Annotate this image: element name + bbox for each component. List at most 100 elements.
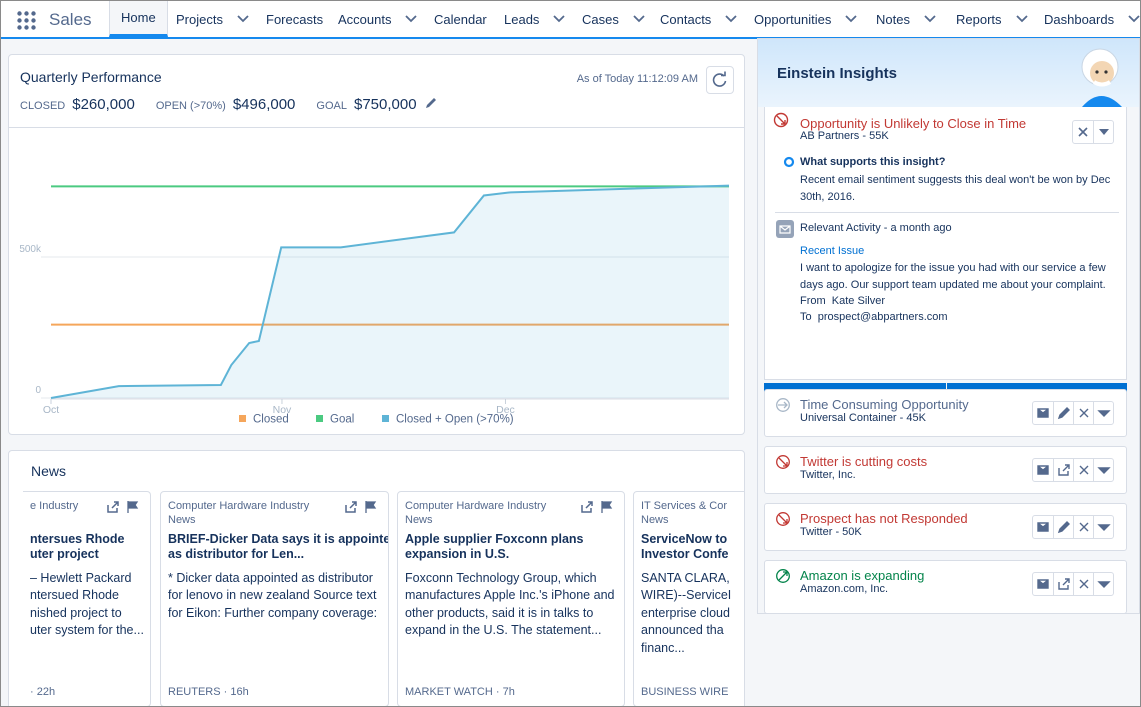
dismiss-button[interactable] <box>1073 402 1093 424</box>
tab-label: Opportunities <box>754 11 832 27</box>
news-card[interactable]: IT Services & Cor News ServiceNow to Invest… <box>633 491 744 706</box>
tab-label: Contacts <box>660 11 712 27</box>
tab-label: Notes <box>876 11 910 27</box>
news-headline: BRIEF-Dicker Data says it is appointed as… <box>168 532 388 562</box>
nav-tab[interactable]: Contacts <box>660 1 737 37</box>
menu-icon <box>1096 410 1111 417</box>
insight-subtitle: AB Partners - 55K <box>800 130 889 142</box>
share-icon <box>1057 578 1070 590</box>
nav-tab[interactable]: Dashboards <box>1044 1 1140 37</box>
edit-icon <box>1057 407 1070 420</box>
email-button[interactable] <box>1033 402 1053 424</box>
card-title: Quarterly Performance <box>20 69 162 85</box>
nav-tab[interactable]: Projects <box>176 1 249 37</box>
insights-title: Einstein Insights <box>777 65 898 82</box>
share-path <box>1057 578 1070 590</box>
dismiss-icon <box>1078 127 1088 137</box>
news-card[interactable]: Computer Hardware Industry News Apple supp… <box>397 491 625 706</box>
insight-actions <box>1032 401 1114 425</box>
goal-label: GOAL <box>316 100 347 112</box>
flag-path <box>127 501 139 513</box>
news-source-line: News <box>641 514 669 526</box>
from-row: From Kate Silver <box>800 293 885 310</box>
y-tick-label: 500k <box>19 244 42 255</box>
edit-goal[interactable] <box>424 97 438 109</box>
nav-bar: Sales Home Projects Forecasts Accounts Calen… <box>1 1 1140 39</box>
tab-label: Dashboards <box>1044 11 1115 27</box>
chevron-path <box>725 15 737 23</box>
menu-button[interactable] <box>1093 516 1113 538</box>
dismiss-path <box>1079 408 1088 418</box>
share-button[interactable] <box>1053 459 1073 481</box>
nav-tab[interactable]: Forecasts <box>266 1 323 37</box>
dismiss-icon <box>1079 408 1088 418</box>
menu-path <box>1096 410 1111 417</box>
flag-icon[interactable] <box>125 500 139 514</box>
flag-icon[interactable] <box>599 500 613 514</box>
share-button[interactable] <box>1053 573 1073 595</box>
email-icon <box>1037 579 1049 589</box>
share-icon[interactable] <box>580 500 594 514</box>
goal-value: $750,000 <box>353 96 417 113</box>
menu-icon <box>1096 581 1111 588</box>
news-body-line: enterprise cloud <box>641 605 730 620</box>
dismiss-button[interactable] <box>1073 459 1093 481</box>
activity-subject[interactable]: Recent Issue <box>800 245 865 257</box>
nav-tab[interactable]: Notes <box>876 1 936 37</box>
nav-tab[interactable]: Opportunities <box>754 1 857 37</box>
chevron-path <box>1128 15 1140 23</box>
dropdown-chevron <box>924 15 936 23</box>
email-button[interactable] <box>1033 459 1053 481</box>
news-source: e Industry <box>30 499 78 513</box>
menu-button[interactable] <box>1093 573 1113 595</box>
news-body-line: – Hewlett Packard <box>30 571 132 585</box>
app-launcher[interactable] <box>17 11 36 30</box>
insights-header: Einstein Insights <box>758 39 1139 107</box>
nav-tab[interactable]: Reports <box>956 1 1028 37</box>
dropdown-chevron <box>1015 15 1028 23</box>
share-icon[interactable] <box>106 500 120 514</box>
dismiss-button[interactable] <box>1073 573 1093 595</box>
news-body-line: expand in the U.S. The statement... <box>405 623 602 638</box>
share-icon[interactable] <box>344 500 358 514</box>
chevron-path <box>845 15 857 23</box>
nav-tab[interactable]: Home <box>109 1 168 37</box>
insight-title: Opportunity is Unlikely to Close in Time <box>800 116 1027 131</box>
divider <box>9 127 744 128</box>
share-path <box>581 501 593 513</box>
dropdown-chevron <box>1128 15 1140 23</box>
news-card[interactable]: Computer Hardware Industry News BRIEF-Dick… <box>160 491 389 706</box>
edit-path <box>1057 521 1070 534</box>
edit-path <box>1057 407 1070 420</box>
menu-button[interactable] <box>1093 459 1113 481</box>
insight-title: Time Consuming Opportunity <box>800 397 969 412</box>
edit-icon <box>1057 521 1070 534</box>
news-card[interactable]: e Industry ntersues Rhode uter project – He… <box>23 491 151 706</box>
email-button[interactable] <box>1033 573 1053 595</box>
nav-tab[interactable]: Accounts <box>338 1 418 37</box>
menu-button[interactable] <box>1093 121 1113 143</box>
news-headline-line: as distributor for Len... <box>168 547 305 561</box>
edit-button[interactable] <box>1053 402 1073 424</box>
from-label: From <box>800 295 826 307</box>
edit-button[interactable] <box>1053 516 1073 538</box>
icon-ring <box>776 398 790 412</box>
nav-tab[interactable]: Cases <box>582 1 645 37</box>
nav-tab[interactable]: Leads <box>504 1 566 37</box>
menu-button[interactable] <box>1093 402 1113 424</box>
dismiss-button[interactable] <box>1073 121 1093 143</box>
insight-title: Prospect has not Responded <box>800 511 968 526</box>
news-body-line: ntersued Rhode <box>30 588 119 603</box>
refresh-button[interactable] <box>706 66 734 94</box>
dismiss-button[interactable] <box>1073 516 1093 538</box>
x-tick-label: Dec <box>496 404 515 416</box>
legend-label: Closed <box>253 414 289 426</box>
email-button[interactable] <box>1033 516 1053 538</box>
nav-tab[interactable]: Calendar <box>434 1 487 37</box>
news-headline-line: ServiceNow to <box>641 532 728 546</box>
news-body: SANTA CLARA, WIRE)--ServiceI enterprise cl… <box>641 570 731 657</box>
activity-heading: Relevant Activity - a month ago <box>800 222 952 234</box>
flag-icon[interactable] <box>363 500 377 514</box>
icon-arrow <box>778 401 788 409</box>
chevron-path <box>553 15 566 23</box>
